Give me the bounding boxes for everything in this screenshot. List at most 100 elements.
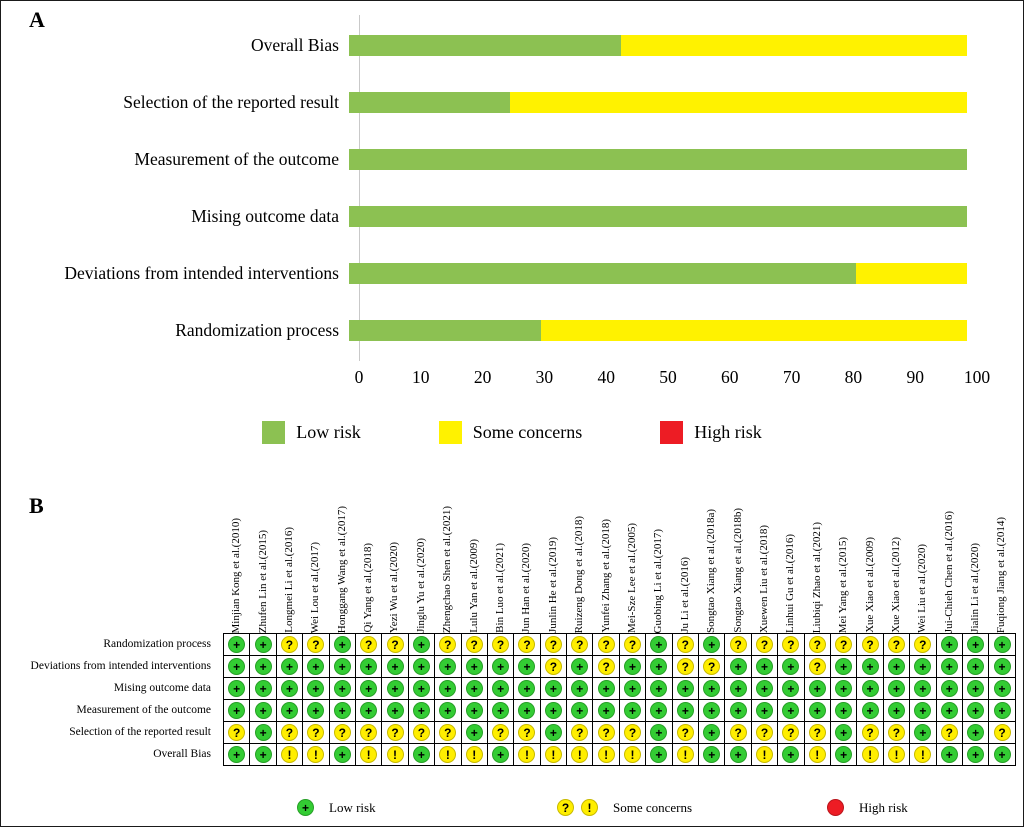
judgement-cell: + bbox=[540, 700, 568, 722]
panel-a-label: A bbox=[29, 7, 45, 32]
judgement-cell: + bbox=[778, 678, 805, 700]
judgement-cell: ? bbox=[725, 722, 752, 744]
panel-b-label: B bbox=[29, 493, 44, 518]
judgement-cell: ? bbox=[672, 634, 700, 656]
judgement-cell: + bbox=[329, 634, 356, 656]
judgement-cell: ? bbox=[382, 722, 409, 744]
low-risk-icon: + bbox=[940, 658, 958, 675]
judgement-cell: ? bbox=[303, 722, 330, 744]
low-risk-icon: + bbox=[360, 680, 378, 697]
judgement-cell: ? bbox=[487, 634, 515, 656]
some-concerns-icon: ! bbox=[887, 746, 905, 763]
axis-tick-label: 20 bbox=[473, 367, 492, 387]
low-risk-icon: + bbox=[333, 702, 351, 719]
study-column-header: Liubiqi Zhao et al.(2021) bbox=[804, 483, 830, 633]
some-concerns-icon: ? bbox=[360, 724, 378, 741]
judgement-cell: ? bbox=[355, 722, 383, 744]
study-name: Mei-Sze Lee et al.(2005) bbox=[626, 523, 638, 633]
low-risk-icon: + bbox=[835, 680, 853, 697]
judgement-cell: + bbox=[487, 678, 515, 700]
low-risk-icon: + bbox=[835, 724, 853, 741]
low-risk-icon: + bbox=[412, 658, 430, 675]
some-concerns-icon: ! bbox=[676, 746, 694, 763]
low-risk-icon: + bbox=[703, 724, 721, 741]
some-concerns-icon: ? bbox=[492, 724, 510, 741]
judgement-cell: + bbox=[778, 656, 805, 678]
some-concerns-icon: ! bbox=[439, 746, 457, 763]
low-risk-icon: + bbox=[492, 746, 510, 763]
axis-tick-label: 90 bbox=[906, 367, 924, 387]
panel-b-traffic-light-table: B Minjian Kong et al.(2010) Zhufen Lin et… bbox=[1, 463, 1023, 826]
low-risk-icon: + bbox=[297, 799, 314, 816]
low-risk-icon: + bbox=[280, 658, 298, 675]
low-risk-icon: + bbox=[228, 702, 246, 719]
judgement-cell: ? bbox=[751, 634, 779, 656]
judgement-cell: + bbox=[250, 678, 277, 700]
bar-track bbox=[349, 206, 967, 227]
some-concerns-icon: ? bbox=[307, 636, 325, 653]
judgement-cell: ? bbox=[435, 634, 462, 656]
study-name: Junlin He et al.(2019) bbox=[546, 537, 559, 633]
judgement-cell: + bbox=[435, 656, 462, 678]
low-risk-icon: + bbox=[782, 746, 800, 763]
judgement-cell: + bbox=[646, 744, 673, 766]
judgement-cell: + bbox=[989, 744, 1016, 766]
study-name: Bin Luo et al.(2021) bbox=[494, 543, 507, 633]
study-column-header: Qi Yang et al.(2018) bbox=[355, 483, 381, 633]
judgement-cell: + bbox=[830, 700, 858, 722]
judgement-cell: + bbox=[224, 634, 251, 656]
study-column-header: Ju Li et al.(2016) bbox=[672, 483, 698, 633]
bar-track bbox=[349, 320, 967, 341]
judgement-cell: ? bbox=[857, 634, 884, 656]
low-risk-icon: + bbox=[650, 702, 668, 719]
judgement-cell: + bbox=[382, 700, 409, 722]
low-risk-icon: + bbox=[729, 658, 747, 675]
bar-track bbox=[349, 35, 967, 56]
judgement-cell: ? bbox=[725, 634, 752, 656]
judgement-cell: + bbox=[646, 700, 673, 722]
some-concerns-icon: ! bbox=[914, 746, 932, 763]
some-concerns-icon: ! bbox=[280, 746, 298, 763]
some-concerns-icon: ? bbox=[280, 636, 298, 653]
judgement-grid: + +?? +?? +???????? +? +???????? + + + + + + + + + + + + +… bbox=[223, 633, 1016, 766]
some-concerns-icon: ? bbox=[861, 636, 879, 653]
legend-item-high-risk: High risk bbox=[660, 421, 762, 444]
axis-tick-label: 60 bbox=[721, 367, 739, 387]
judgement-cell: ? bbox=[593, 634, 620, 656]
bar-segment-low-risk bbox=[349, 35, 621, 56]
judgement-cell: + bbox=[699, 722, 726, 744]
judgement-cell: + bbox=[382, 656, 409, 678]
judgement-cell: ? bbox=[461, 634, 488, 656]
legend-item-low-risk: + Low risk bbox=[297, 799, 376, 816]
low-risk-icon: + bbox=[307, 680, 325, 697]
judgement-cell: + bbox=[250, 722, 277, 744]
study-name: Ruizeng Dong et al.(2018) bbox=[573, 515, 586, 633]
low-risk-icon: + bbox=[307, 658, 325, 675]
judgement-cell: ? bbox=[804, 656, 831, 678]
some-concerns-icon: ? bbox=[571, 724, 589, 741]
some-concerns-icon: ? bbox=[940, 724, 958, 741]
low-risk-icon: + bbox=[228, 680, 246, 697]
judgement-cell: + bbox=[699, 744, 726, 766]
axis-tick-label: 30 bbox=[535, 367, 554, 387]
low-risk-icon: + bbox=[782, 702, 800, 719]
judgement-cell: ? bbox=[567, 722, 594, 744]
low-risk-icon: + bbox=[280, 702, 298, 719]
some-concerns-icon: ? bbox=[360, 636, 378, 653]
judgement-cell: + bbox=[408, 744, 436, 766]
judgement-cell: ? bbox=[593, 722, 620, 744]
judgement-cell: + bbox=[936, 678, 963, 700]
some-concerns-icon: ! bbox=[360, 746, 378, 763]
low-risk-icon: + bbox=[650, 636, 668, 653]
some-concerns-icon: ! bbox=[624, 746, 642, 763]
judgement-cell: ! bbox=[276, 744, 304, 766]
judgement-cell: ! bbox=[804, 744, 831, 766]
judgement-cell: ? bbox=[540, 656, 568, 678]
low-risk-icon: + bbox=[729, 746, 747, 763]
judgement-cell: + bbox=[514, 700, 541, 722]
low-risk-icon: + bbox=[254, 702, 272, 719]
study-column-header: Junlin He et al.(2019) bbox=[540, 483, 566, 633]
x-axis-ticks: 0 10 20 30 40 50 60 70 80 90 100 bbox=[355, 367, 991, 391]
low-risk-icon: + bbox=[254, 658, 272, 675]
some-concerns-icon: ? bbox=[808, 658, 826, 675]
